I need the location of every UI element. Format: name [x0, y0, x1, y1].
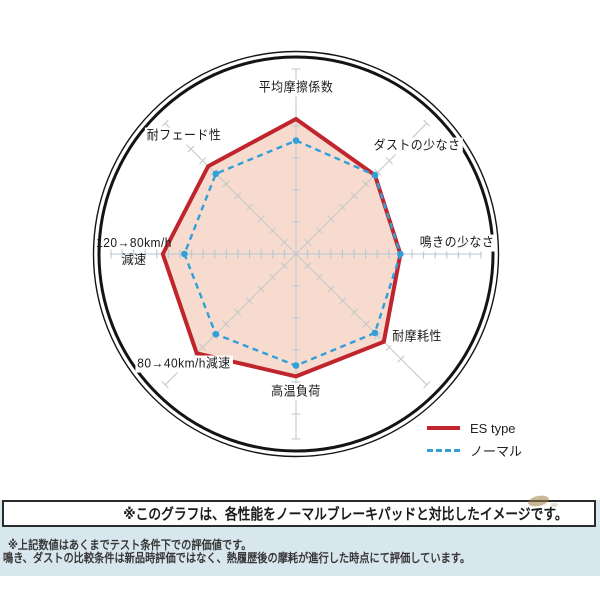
legend-label-normal: ノーマル: [470, 443, 523, 459]
scan-smudge-small: [551, 503, 558, 507]
footnote-line-1: ※上記数値はあくまでテスト条件下での評価値です。: [8, 538, 252, 552]
footnote-line-2: 鳴き、ダストの比較条件は新品時評価ではなく、熱履歴後の摩耗が進行した時点にて評価…: [3, 551, 471, 565]
normal-vertex-dot: [212, 170, 220, 178]
normal-vertex-dot: [181, 250, 188, 258]
axis-label-friction: 平均摩擦係数: [256, 79, 336, 97]
es-type-fill: [162, 119, 401, 377]
normal-vertex-dot: [397, 250, 404, 258]
legend-row-es-type: ES type: [427, 417, 522, 439]
normal-line-swatch: [427, 448, 460, 452]
axis-label-decel-120-80: 120→80km/h 減速: [94, 235, 173, 269]
axis-spoke-6: [110, 249, 296, 259]
normal-vertex-dot: [371, 171, 379, 179]
normal-vertex-dot: [212, 330, 220, 338]
axis-spoke-0: [291, 68, 301, 254]
axis-label-decel-120-80-line2: 減速: [121, 252, 147, 267]
legend-label-es-type: ES type: [470, 420, 516, 436]
axis-label-high-temp-load: 高温負荷: [269, 383, 323, 401]
axis-label-decel-120-80-line1: 120→80km/h: [96, 235, 172, 251]
axis-label-noise: 鳴きの少なさ: [417, 234, 497, 252]
comparison-note-box: ※このグラフは、各性能をノーマルブレーキパッドと対比したイメージです。: [2, 500, 596, 527]
axis-label-fade-resistance: 耐フェード性: [144, 127, 224, 145]
inner-ring: [97, 55, 495, 453]
outer-ring: [92, 50, 500, 458]
normal-vertex-dot: [292, 362, 300, 369]
normal-vertex-dot: [371, 329, 379, 337]
legend-row-normal: ノーマル: [427, 439, 522, 461]
axis-spoke-4: [291, 254, 301, 440]
axis-spoke-7: [161, 119, 297, 255]
footnote-strip: ※このグラフは、各性能をノーマルブレーキパッドと対比したイメージです。: [0, 500, 600, 576]
axis-label-wear: 耐摩耗性: [390, 328, 444, 346]
chart-legend: ES type ノーマル: [427, 417, 522, 461]
es-type-line-swatch: [427, 426, 460, 430]
es-type-polygon: [160, 116, 403, 379]
axis-label-decel-80-40: 80→40km/h減速: [135, 355, 233, 373]
normal-vertex-dot: [292, 137, 300, 144]
comparison-note-text: ※このグラフは、各性能をノーマルブレーキパッドと対比したイメージです。: [122, 506, 568, 523]
axis-label-dust: ダストの少なさ: [371, 137, 463, 155]
